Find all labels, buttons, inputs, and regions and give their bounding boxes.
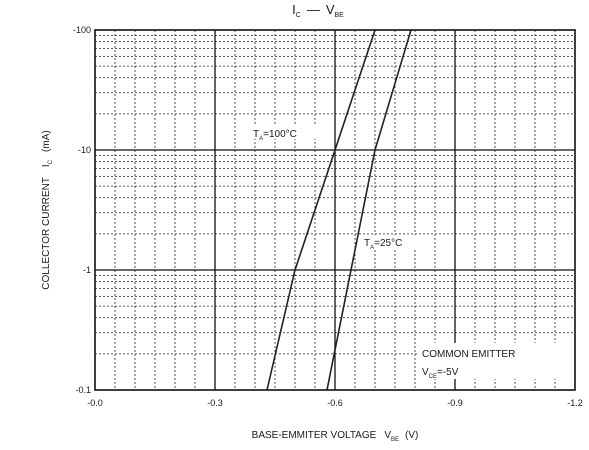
- y-tick-label: -1: [83, 265, 91, 275]
- x-tick-label: -0.0: [87, 398, 103, 408]
- x-tick-label: -0.3: [207, 398, 223, 408]
- series-label-25c: TA=25°C: [364, 238, 402, 251]
- annotation: COMMON EMITTER VCE=-5V: [419, 343, 574, 380]
- y-tick-label: -10: [78, 145, 91, 155]
- series-labels: TA=100°C TA=25°C: [251, 126, 421, 251]
- y-axis-label: COLLECTOR CURRENTIC(mA): [41, 130, 54, 289]
- x-tick-labels: -0.0 -0.3 -0.6 -0.9 -1.2: [87, 398, 583, 408]
- annotation-line1: COMMON EMITTER: [422, 349, 515, 360]
- major-gridlines: [95, 30, 575, 390]
- plot-frame: [94, 29, 576, 391]
- x-axis-label: BASE-EMMITER VOLTAGE VBE (V): [252, 430, 419, 443]
- series-line-25c: [326, 29, 412, 391]
- series-label-bg-100c: [251, 126, 319, 139]
- annotation-bg: [419, 343, 574, 379]
- series-line-100c: [266, 29, 376, 391]
- annotation-line2: VCE=-5V: [422, 367, 459, 380]
- x-tick-label: -0.6: [327, 398, 343, 408]
- x-tick-label: -1.2: [567, 398, 583, 408]
- y-tick-labels: -0.1 -1 -10 -100: [73, 25, 91, 395]
- series-lines: [266, 29, 412, 391]
- x-tick-label: -0.9: [447, 398, 463, 408]
- series-label-bg-25c: [361, 235, 421, 248]
- chart-title: IC — VBE: [292, 2, 344, 19]
- y-tick-label: -0.1: [75, 385, 91, 395]
- series-label-100c: TA=100°C: [253, 129, 297, 142]
- y-tick-label: -100: [73, 25, 91, 35]
